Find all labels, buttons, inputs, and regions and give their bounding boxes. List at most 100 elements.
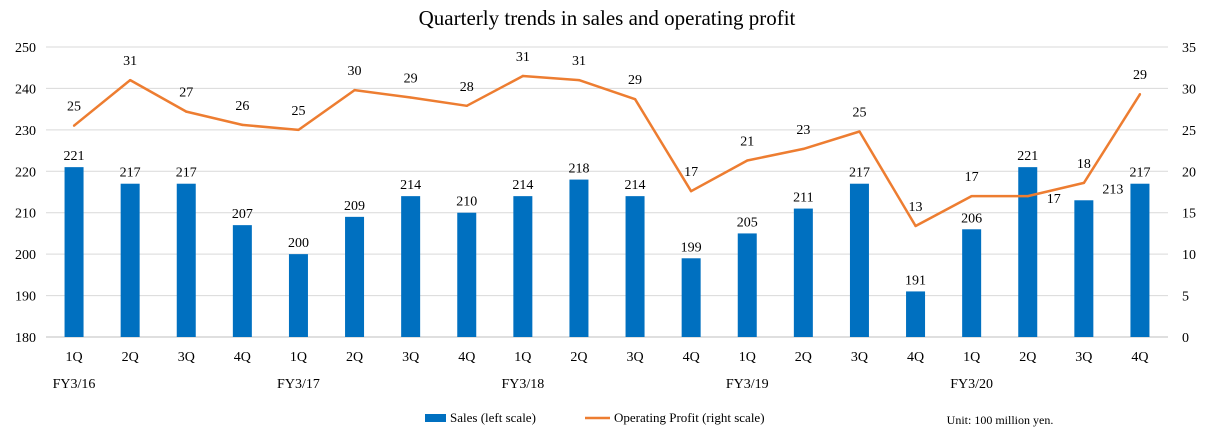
legend-profit-label: Operating Profit (right scale): [614, 410, 765, 425]
sales-bar: [288, 254, 308, 337]
right-tick-label: 15: [1182, 207, 1196, 222]
sales-data-label: 199: [681, 240, 702, 255]
sales-bar: [457, 212, 477, 337]
sales-data-label: 214: [625, 178, 646, 193]
category-label: 2Q: [570, 350, 587, 365]
operating-profit-line: [72, 74, 1142, 228]
operating-profit-point: [970, 194, 973, 198]
sales-data-label: 207: [232, 207, 253, 222]
fiscal-year-label: FY3/16: [53, 377, 96, 392]
sales-data-labels: 221 217 217 207 200 209 214 210 214 218 214 199 205 2…: [64, 149, 1151, 288]
left-tick-label: 230: [15, 124, 36, 139]
sales-bar: [737, 233, 757, 337]
right-tick-label: 0: [1182, 331, 1189, 346]
category-label: 1Q: [963, 350, 980, 365]
sales-data-label: 206: [961, 211, 982, 226]
category-label: 4Q: [234, 350, 251, 365]
operating-profit-point: [409, 96, 412, 99]
operating-profit-data-label: 17: [1047, 192, 1061, 207]
sales-data-label: 211: [793, 191, 813, 206]
sales-bar: [120, 183, 140, 337]
left-axis: 180 190 200 210 220 230 240 250: [15, 41, 36, 346]
operating-profit-polyline: [73, 74, 1142, 228]
operating-profit-data-label: 25: [67, 100, 81, 115]
operating-profit-point: [128, 78, 132, 82]
operating-profit-data-label: 17: [965, 170, 979, 185]
operating-profit-data-label: 31: [572, 54, 586, 69]
right-axis: 0 5 10 15 20 25 30 35: [1182, 41, 1196, 346]
sales-data-label: 213: [1102, 182, 1123, 197]
operating-profit-point: [521, 74, 525, 78]
operating-profit-point: [185, 110, 188, 113]
left-tick-label: 180: [15, 331, 36, 346]
operating-profit-point: [914, 224, 917, 228]
operating-profit-point: [1026, 194, 1029, 198]
operating-profit-data-labels: 25 31 27 26 25 30 29 28 31 31 29 17 21 23 25 13 17 17 18 29: [67, 50, 1147, 215]
operating-profit-point: [577, 78, 581, 82]
legend-sales-swatch: [425, 414, 446, 422]
operating-profit-point: [746, 159, 749, 162]
operating-profit-data-label: 17: [684, 165, 698, 180]
sales-bar: [64, 167, 84, 337]
operating-profit-point: [1138, 93, 1142, 96]
operating-profit-data-label: 25: [291, 104, 305, 119]
right-tick-label: 30: [1182, 82, 1196, 97]
operating-profit-point: [858, 130, 861, 133]
category-label: 3Q: [402, 350, 419, 365]
category-label: 1Q: [514, 350, 531, 365]
operating-profit-point: [802, 147, 805, 151]
category-label: 1Q: [739, 350, 756, 365]
category-label: 1Q: [65, 350, 82, 365]
fiscal-year-label: FY3/20: [950, 377, 993, 392]
operating-profit-data-label: 29: [1133, 68, 1147, 83]
fiscal-year-label: FY3/17: [277, 377, 320, 392]
left-tick-label: 190: [15, 290, 36, 305]
category-label: 2Q: [1019, 350, 1036, 365]
sales-data-label: 221: [64, 149, 85, 164]
sales-bar: [793, 208, 813, 337]
operating-profit-data-label: 25: [852, 106, 866, 121]
sales-bar: [849, 183, 869, 337]
operating-profit-data-label: 21: [740, 135, 754, 150]
category-label: 3Q: [1075, 350, 1092, 365]
left-tick-label: 200: [15, 248, 36, 263]
sales-data-label: 205: [737, 215, 758, 230]
operating-profit-point: [241, 123, 244, 127]
operating-profit-point: [297, 128, 300, 132]
category-label: 3Q: [851, 350, 868, 365]
operating-profit-data-label: 13: [909, 200, 923, 215]
fiscal-year-label: FY3/19: [726, 377, 769, 392]
category-label: 4Q: [683, 350, 700, 365]
category-label: 1Q: [290, 350, 307, 365]
sales-bar: [569, 179, 589, 337]
left-tick-label: 220: [15, 165, 36, 180]
sales-bar: [625, 196, 645, 337]
sales-data-label: 217: [849, 166, 870, 181]
sales-bar: [345, 216, 365, 337]
sales-bar: [401, 196, 421, 337]
right-tick-label: 5: [1182, 290, 1189, 305]
operating-profit-data-label: 31: [516, 50, 530, 65]
sales-data-label: 217: [120, 166, 141, 181]
sales-data-label: 209: [344, 199, 365, 214]
category-label: 3Q: [178, 350, 195, 365]
operating-profit-data-label: 18: [1077, 157, 1091, 172]
sales-bar: [232, 225, 252, 337]
sales-bar: [176, 183, 196, 337]
sales-data-label: 210: [456, 195, 477, 210]
sales-bar: [681, 258, 701, 337]
left-tick-label: 250: [15, 41, 36, 56]
sales-bar: [1018, 167, 1038, 337]
legend: Sales (left scale) Operating Profit (rig…: [425, 410, 765, 425]
legend-sales-label: Sales (left scale): [450, 410, 536, 425]
operating-profit-point: [689, 189, 693, 193]
operating-profit-point: [72, 124, 76, 127]
operating-profit-data-label: 23: [796, 123, 810, 138]
category-axis: 1Q 2Q 3Q 4Q 1Q 2Q 3Q 4Q 1Q 2Q 3Q 4Q 1Q 2Q 3Q 4Q 1Q 2Q 3Q 4Q: [65, 350, 1148, 365]
sales-bar: [513, 196, 533, 337]
operating-profit-data-label: 31: [123, 54, 137, 69]
category-label: 4Q: [907, 350, 924, 365]
sales-bar: [1074, 200, 1094, 337]
operating-profit-data-label: 29: [404, 72, 418, 87]
